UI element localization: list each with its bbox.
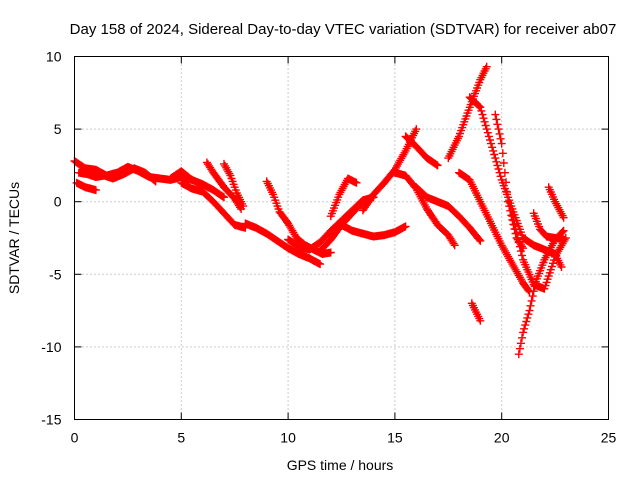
x-axis-label: GPS time / hours bbox=[287, 457, 394, 473]
point-markers bbox=[202, 158, 246, 213]
point-markers bbox=[74, 164, 160, 186]
series-track-q bbox=[412, 183, 485, 245]
series-track-h bbox=[241, 219, 325, 269]
y-axis-label: SDTVAR / TECUs bbox=[6, 182, 22, 294]
point-markers bbox=[337, 220, 410, 241]
y-tick-label: -10 bbox=[41, 339, 61, 355]
series-track-c bbox=[74, 164, 160, 186]
series-track-x bbox=[529, 209, 568, 244]
axis-ticks: 0 5 10 15 20 25 -15 -10 -5 0 5 10 bbox=[41, 49, 616, 446]
y-tick-label: -5 bbox=[49, 266, 62, 282]
point-markers bbox=[72, 178, 100, 195]
point-markers bbox=[467, 299, 485, 325]
x-tick-label: 5 bbox=[177, 430, 185, 446]
y-tick-label: 0 bbox=[54, 194, 62, 210]
series-track-s bbox=[455, 168, 534, 296]
point-markers bbox=[241, 219, 325, 269]
point-markers bbox=[401, 132, 442, 170]
series-track-b bbox=[72, 178, 100, 195]
series-track-z bbox=[467, 299, 485, 325]
chart-title: Day 158 of 2024, Sidereal Day-to-day VTE… bbox=[70, 21, 617, 38]
point-markers bbox=[412, 183, 485, 245]
x-tick-label: 20 bbox=[494, 430, 510, 446]
point-markers bbox=[166, 167, 228, 202]
x-tick-label: 25 bbox=[601, 430, 617, 446]
x-tick-label: 15 bbox=[387, 430, 403, 446]
y-tick-label: -15 bbox=[41, 412, 61, 428]
point-markers bbox=[177, 178, 250, 232]
y-tick-label: 10 bbox=[46, 49, 62, 65]
series-track-m bbox=[337, 220, 410, 241]
point-markers bbox=[220, 159, 248, 211]
series-track-p bbox=[401, 132, 442, 170]
point-markers bbox=[326, 174, 361, 221]
x-tick-label: 0 bbox=[71, 430, 79, 446]
series-track-g bbox=[177, 178, 250, 232]
plot-frame bbox=[74, 56, 609, 420]
data-series bbox=[70, 62, 570, 359]
series-track-y bbox=[544, 183, 568, 222]
x-tick-label: 10 bbox=[280, 430, 296, 446]
point-markers bbox=[544, 183, 568, 222]
point-markers bbox=[465, 93, 566, 271]
series-track-t bbox=[465, 93, 566, 271]
point-markers bbox=[444, 62, 491, 163]
point-markers bbox=[455, 168, 534, 296]
y-tick-label: 5 bbox=[54, 121, 62, 137]
series-track-l bbox=[326, 174, 361, 221]
series-track-d bbox=[166, 167, 228, 202]
series-track-r bbox=[444, 62, 491, 163]
series-track-e bbox=[202, 158, 246, 213]
point-markers bbox=[529, 209, 568, 244]
series-track-f bbox=[220, 159, 248, 211]
